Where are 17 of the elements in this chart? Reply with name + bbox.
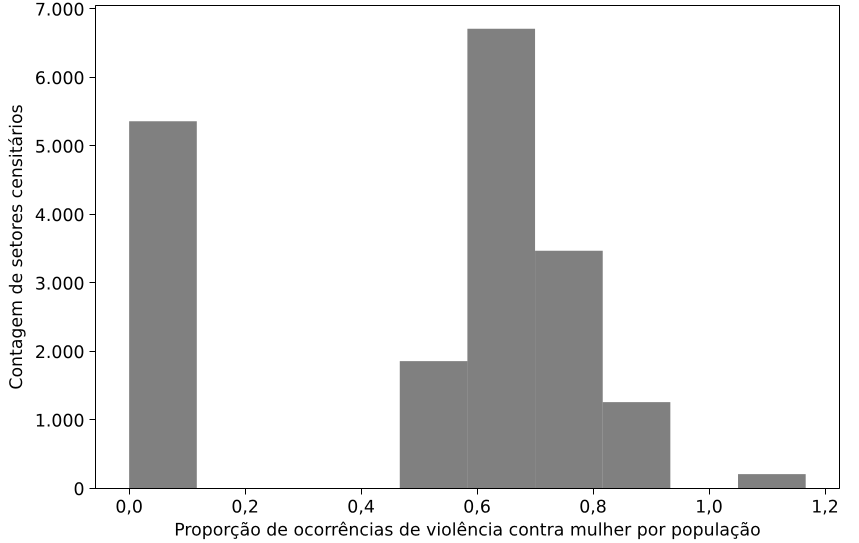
y-tick-label: 0 xyxy=(73,480,85,500)
y-axis-title: Contagem de setores censitários xyxy=(6,104,27,390)
y-tick-label: 5.000 xyxy=(34,137,85,158)
x-tick-label: 1,2 xyxy=(811,498,839,518)
y-tick-label: 1.000 xyxy=(34,411,85,432)
y-tick-label: 3.000 xyxy=(34,274,85,294)
x-tick-label: 0,6 xyxy=(463,498,491,518)
x-tick-label: 0,2 xyxy=(231,498,259,518)
x-tick-label: 0,8 xyxy=(579,498,607,518)
y-tick-label: 2.000 xyxy=(34,342,85,363)
y-tick-label: 4.000 xyxy=(34,206,85,226)
x-axis-title: Proporção de ocorrências de violência contra mulher por população xyxy=(174,520,761,540)
x-tick-label: 0,0 xyxy=(115,498,143,518)
x-tick-label: 0,4 xyxy=(347,498,375,518)
y-tick-label: 6.000 xyxy=(34,68,85,89)
x-tick-label: 1,0 xyxy=(695,498,723,518)
y-tick-label: 7.000 xyxy=(34,0,85,20)
